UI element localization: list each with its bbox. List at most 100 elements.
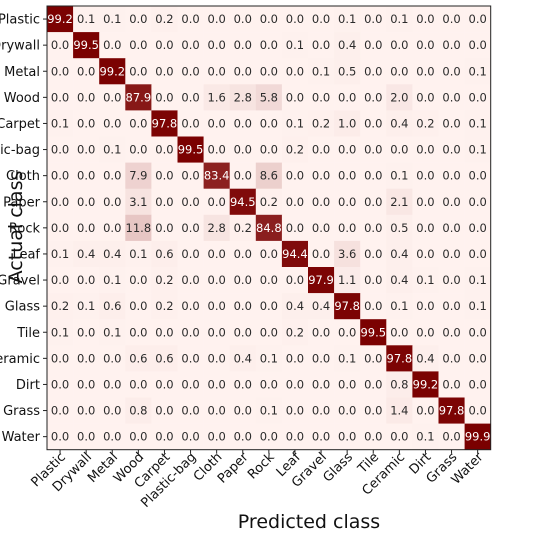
cell-value-label: 0.0	[338, 195, 356, 209]
cell-value-label: 0.6	[129, 351, 147, 365]
cell-value-label: 0.1	[286, 38, 304, 52]
cell-value-label: 0.0	[416, 169, 434, 183]
cell-value-label: 0.0	[442, 273, 460, 287]
cell-value-label: 0.0	[234, 404, 252, 418]
cell-value-label: 0.0	[234, 116, 252, 130]
cell-value-label: 0.0	[286, 351, 304, 365]
heatmap-cell	[464, 267, 491, 294]
cell-value-label: 0.0	[416, 299, 434, 313]
cell-value-label: 0.0	[103, 38, 121, 52]
cell-value-label: 0.0	[208, 351, 226, 365]
cell-value-label: 0.0	[234, 247, 252, 261]
cell-value-label: 0.0	[181, 404, 199, 418]
cell-value-label: 0.4	[286, 299, 304, 313]
cell-value-label: 0.0	[208, 377, 226, 391]
heatmap-cell	[99, 293, 126, 320]
heatmap-cell	[229, 371, 257, 398]
cell-value-label: 0.0	[416, 221, 434, 235]
heatmap-cell	[203, 345, 230, 372]
cell-value-label: 0.1	[129, 247, 147, 261]
cell-value-label: 0.0	[338, 143, 356, 157]
y-tick-labels: Plastic Drywall Metal Wood Carpet Plastic-bag…	[0, 13, 47, 445]
heatmap-cell	[229, 319, 257, 346]
heatmap-cell	[255, 6, 283, 33]
heatmap-cell	[438, 267, 465, 294]
cell-value-label: 0.8	[129, 404, 147, 418]
cell-value-label: 0.1	[51, 325, 69, 339]
heatmap-cell	[203, 84, 230, 111]
heatmap-cell	[464, 240, 491, 268]
heatmap-cell	[151, 240, 178, 268]
cell-value-label: 0.0	[286, 90, 304, 104]
cell-value-label: 0.1	[286, 116, 304, 130]
x-axis-label: Predicted class	[238, 511, 380, 533]
cell-value-label: 1.1	[338, 273, 356, 287]
heatmap-cell	[229, 397, 257, 424]
cell-value-label: 0.0	[442, 247, 460, 261]
heatmap-cell	[151, 371, 178, 398]
cell-value-label: 0.0	[364, 273, 382, 287]
cell-value-label: 0.0	[208, 430, 226, 444]
heatmap-cell	[99, 32, 126, 59]
cell-value-label: 0.0	[312, 12, 330, 26]
cell-value-label: 0.0	[364, 169, 382, 183]
heatmap-cell	[464, 293, 491, 320]
heatmap-cell	[438, 319, 465, 346]
heatmap-cell	[203, 423, 230, 450]
heatmap-cell	[386, 293, 413, 320]
heatmap-cell	[203, 319, 230, 346]
heatmap-cell	[281, 110, 309, 137]
heatmap-cell	[177, 345, 204, 372]
cell-value-label: 0.6	[103, 299, 121, 313]
cell-value-label: 0.0	[260, 143, 278, 157]
cell-value-label: 0.0	[442, 299, 460, 313]
cell-value-label: 0.0	[181, 430, 199, 444]
cell-value-label: 0.2	[260, 195, 278, 209]
cell-value-label: 0.1	[77, 299, 95, 313]
heatmap-cell	[229, 32, 257, 59]
heatmap-cell	[334, 84, 361, 111]
cell-value-label: 0.0	[416, 404, 434, 418]
cell-value-label: 0.0	[234, 273, 252, 287]
cell-value-label: 3.1	[129, 195, 147, 209]
cell-value-label: 0.0	[312, 38, 330, 52]
heatmap-cell	[438, 423, 465, 450]
heatmap-cell	[125, 423, 152, 450]
cell-value-label: 0.0	[469, 325, 487, 339]
cell-value-label: 0.0	[51, 430, 69, 444]
cell-value-label: 0.0	[51, 221, 69, 235]
heatmap-cell	[412, 423, 439, 450]
heatmap-cell	[308, 110, 335, 137]
cell-value-label: 0.0	[77, 143, 95, 157]
cell-value-label: 97.8	[387, 351, 413, 365]
y-tick-label: Gravel	[0, 274, 40, 289]
heatmap-cell	[412, 136, 439, 163]
cell-value-label: 0.0	[260, 64, 278, 78]
heatmap-cell	[177, 84, 204, 111]
heatmap-cell	[281, 162, 309, 189]
y-axis-label: Actual class	[5, 171, 27, 284]
cell-value-label: 0.0	[77, 351, 95, 365]
heatmap-cell	[203, 188, 230, 216]
heatmap-cell	[386, 423, 413, 450]
cell-value-label: 0.0	[338, 325, 356, 339]
heatmap-cell	[125, 84, 152, 111]
heatmap-cell	[151, 58, 178, 85]
cell-value-label: 0.1	[390, 12, 408, 26]
heatmap-cell	[360, 267, 387, 294]
heatmap-cell	[47, 423, 74, 450]
cell-value-label: 0.0	[234, 377, 252, 391]
heatmap-cell	[334, 110, 361, 137]
cell-value-label: 2.8	[234, 90, 252, 104]
heatmap-cell	[308, 214, 335, 242]
heatmap-cell	[255, 397, 283, 424]
cell-value-label: 0.0	[260, 38, 278, 52]
heatmap-cell	[255, 345, 283, 372]
cell-value-label: 0.5	[390, 221, 408, 235]
cell-value-label: 0.0	[234, 325, 252, 339]
cell-value-label: 0.1	[390, 299, 408, 313]
cell-value-label: 94.4	[282, 247, 308, 261]
cell-value-label: 0.0	[51, 169, 69, 183]
cell-value-label: 0.1	[51, 116, 69, 130]
cell-value-label: 0.0	[338, 169, 356, 183]
